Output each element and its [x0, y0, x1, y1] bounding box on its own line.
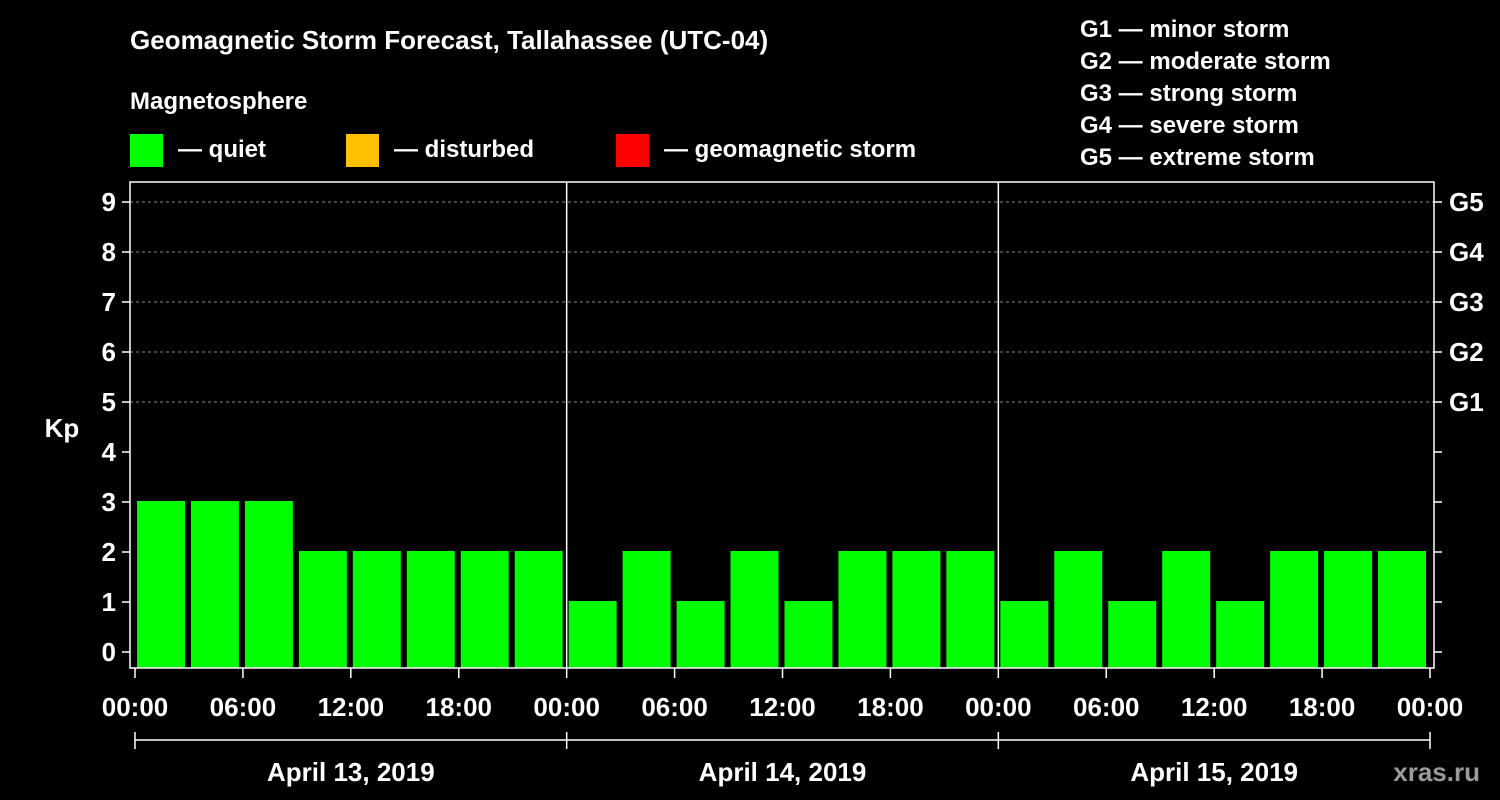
x-tick-label: 06:00 — [1073, 692, 1140, 722]
kp-bar — [1162, 551, 1211, 668]
x-tick-label: 00:00 — [965, 692, 1032, 722]
x-tick-label: 12:00 — [318, 692, 385, 722]
watermark: xras.ru — [1393, 757, 1480, 787]
kp-bar — [1108, 601, 1157, 668]
g-scale-label: G5 — [1449, 187, 1484, 217]
y-tick-label: 2 — [102, 537, 116, 567]
day-label: April 13, 2019 — [267, 757, 435, 787]
legend-label-1: — quiet — [178, 136, 266, 163]
legend-swatch-2 — [346, 134, 379, 167]
kp-bar — [1054, 551, 1103, 668]
g-scale-label: G2 — [1449, 337, 1484, 367]
y-tick-label: 3 — [102, 487, 116, 517]
y-tick-label: 4 — [102, 437, 117, 467]
x-tick-label: 12:00 — [1181, 692, 1248, 722]
kp-bar — [946, 551, 995, 668]
legend-swatch-1 — [130, 134, 163, 167]
y-tick-label: 1 — [102, 587, 116, 617]
storm-scale-item: G2 — moderate storm — [1080, 48, 1331, 75]
y-tick-label: 6 — [102, 337, 116, 367]
kp-bar — [1216, 601, 1265, 668]
x-tick-label: 06:00 — [641, 692, 708, 722]
x-tick-label: 18:00 — [857, 692, 924, 722]
x-tick-label: 00:00 — [533, 692, 600, 722]
storm-scale-item: G5 — extreme storm — [1080, 144, 1315, 171]
y-tick-label: 5 — [102, 387, 116, 417]
kp-bar — [137, 501, 185, 668]
legend-title: Magnetosphere — [130, 88, 307, 115]
kp-bar — [784, 601, 833, 668]
day-label: April 15, 2019 — [1130, 757, 1298, 787]
kp-bar — [298, 551, 347, 668]
legend-swatch-3 — [616, 134, 649, 167]
kp-bar — [568, 601, 617, 668]
g-scale-label: G4 — [1449, 237, 1484, 267]
x-tick-label: 18:00 — [1289, 692, 1356, 722]
x-tick-label: 00:00 — [1397, 692, 1464, 722]
kp-bar — [892, 551, 941, 668]
legend-label-2: — disturbed — [394, 136, 534, 163]
x-tick-label: 12:00 — [749, 692, 816, 722]
day-label: April 14, 2019 — [699, 757, 867, 787]
kp-bar — [730, 551, 779, 668]
y-tick-label: 9 — [102, 187, 116, 217]
y-axis-label: Kp — [45, 413, 80, 443]
kp-bar — [514, 551, 563, 668]
kp-bar — [352, 551, 401, 668]
kp-bar — [406, 551, 455, 668]
x-tick-label: 06:00 — [210, 692, 277, 722]
y-tick-label: 0 — [102, 637, 116, 667]
g-scale-label: G3 — [1449, 287, 1484, 317]
storm-scale-item: G4 — severe storm — [1080, 112, 1299, 139]
y-tick-label: 8 — [102, 237, 116, 267]
chart-title: Geomagnetic Storm Forecast, Tallahassee … — [130, 25, 768, 55]
kp-bar — [1324, 551, 1373, 668]
kp-bar — [676, 601, 725, 668]
g-scale-label: G1 — [1449, 387, 1484, 417]
kp-bar — [460, 551, 509, 668]
storm-scale-item: G3 — strong storm — [1080, 80, 1297, 107]
kp-bar — [1270, 551, 1319, 668]
kp-bar — [244, 501, 293, 668]
y-tick-label: 7 — [102, 287, 116, 317]
kp-bar — [838, 551, 887, 668]
storm-scale-item: G1 — minor storm — [1080, 16, 1289, 43]
kp-bar — [1000, 601, 1049, 668]
x-tick-label: 00:00 — [102, 692, 169, 722]
kp-bar — [190, 501, 239, 668]
legend-label-3: — geomagnetic storm — [664, 136, 916, 163]
kp-bar — [622, 551, 671, 668]
kp-bar — [1378, 551, 1426, 668]
x-tick-label: 18:00 — [426, 692, 493, 722]
